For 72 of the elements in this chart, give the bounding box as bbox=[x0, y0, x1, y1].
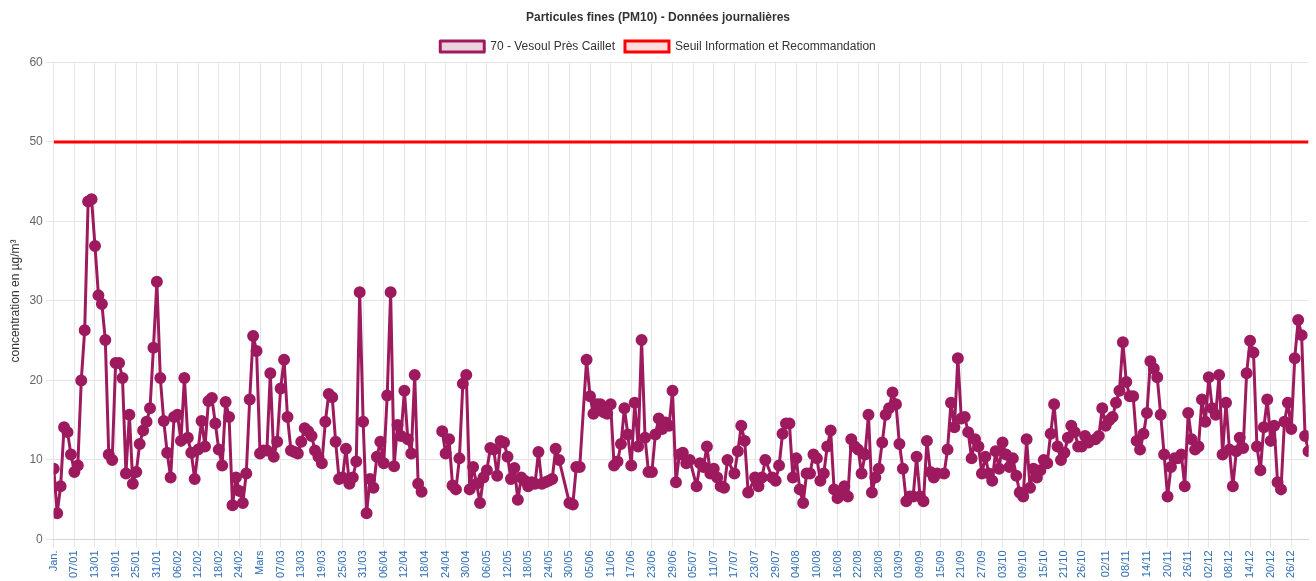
x-tick-label: 30/04 bbox=[459, 550, 472, 578]
x-tick-label: 15/10 bbox=[1036, 550, 1049, 578]
x-tick-label: 21/09 bbox=[954, 550, 967, 578]
x-tick-label: 19/01 bbox=[108, 550, 121, 578]
x-tick-label: 26/10 bbox=[1074, 550, 1087, 578]
y-tick-label: 0 bbox=[36, 531, 44, 546]
x-tick-label: 20/11 bbox=[1160, 550, 1173, 578]
x-tick-label: 14/11 bbox=[1139, 550, 1152, 578]
x-tick-label: 23/06 bbox=[644, 550, 657, 578]
x-tick-label: 12/04 bbox=[397, 550, 410, 578]
x-tick-label: 06/04 bbox=[376, 550, 389, 578]
x-tick-label: 17/06 bbox=[624, 550, 637, 578]
x-tick-label: 16/08 bbox=[830, 550, 843, 578]
x-tick-label: 31/03 bbox=[356, 550, 369, 578]
x-tick-label: Jan. bbox=[46, 550, 59, 572]
x-tick-label: 05/06 bbox=[583, 550, 596, 578]
x-tick-label: 02/11 bbox=[1098, 550, 1111, 578]
x-tick-label: 25/03 bbox=[335, 550, 348, 578]
x-tick-label: 28/08 bbox=[871, 550, 884, 578]
x-tick-label: 24/04 bbox=[438, 550, 451, 578]
x-tick-label: 26/12 bbox=[1284, 550, 1297, 578]
x-tick-label: 10/08 bbox=[809, 550, 822, 578]
y-tick-label: 30 bbox=[29, 293, 44, 308]
x-tick-label: 27/09 bbox=[974, 550, 987, 578]
x-tick-label: 05/07 bbox=[686, 550, 699, 578]
x-tick-label: 22/08 bbox=[851, 550, 864, 578]
x-tick-label: 21/10 bbox=[1057, 550, 1070, 578]
x-tick-label: 03/10 bbox=[995, 550, 1008, 578]
x-tick-label: 18/04 bbox=[418, 550, 431, 578]
x-tick-label: 09/09 bbox=[913, 550, 926, 578]
legend-label: 70 - Vesoul Près Caillet bbox=[490, 38, 616, 53]
x-tick-label: 19/03 bbox=[314, 550, 327, 578]
y-tick-label: 50 bbox=[29, 134, 44, 149]
x-tick-label: 07/01 bbox=[67, 550, 80, 578]
chart-title: Particules fines (PM10) - Données journalières bbox=[525, 9, 791, 24]
x-tick-label: 23/07 bbox=[748, 550, 761, 578]
x-tick-label: 06/02 bbox=[170, 550, 183, 578]
x-tick-label: 13/01 bbox=[88, 550, 101, 578]
x-tick-label: 24/02 bbox=[232, 550, 245, 578]
x-tick-label: 25/01 bbox=[129, 550, 142, 578]
x-tick-label: Mars bbox=[253, 549, 266, 575]
x-tick-label: 24/05 bbox=[541, 550, 554, 578]
legend-label: Seuil Information et Recommandation bbox=[674, 38, 876, 53]
x-tick-label: 11/07 bbox=[706, 550, 719, 578]
x-tick-label: 08/11 bbox=[1119, 550, 1132, 578]
x-tick-label: 06/05 bbox=[479, 550, 492, 578]
x-tick-label: 08/12 bbox=[1222, 550, 1235, 578]
y-axis-title: concentration en µg/m³ bbox=[7, 239, 22, 363]
x-tick-label: 13/03 bbox=[294, 550, 307, 578]
x-tick-label: 12/05 bbox=[500, 550, 513, 578]
y-tick-label: 20 bbox=[29, 372, 44, 387]
x-tick-label: 30/05 bbox=[562, 550, 575, 578]
x-tick-label: 29/06 bbox=[665, 550, 678, 578]
x-tick-label: 18/02 bbox=[211, 550, 224, 578]
x-tick-label: 29/07 bbox=[768, 550, 781, 578]
x-tick-label: 15/09 bbox=[933, 550, 946, 578]
x-tick-label: 17/07 bbox=[727, 550, 740, 578]
x-tick-label: 11/06 bbox=[603, 550, 616, 578]
x-tick-label: 04/08 bbox=[789, 550, 802, 578]
y-tick-label: 60 bbox=[29, 54, 44, 69]
x-tick-label: 12/02 bbox=[191, 550, 204, 578]
x-tick-label: 02/12 bbox=[1201, 550, 1214, 578]
x-tick-label: 07/03 bbox=[273, 550, 286, 578]
x-tick-label: 18/05 bbox=[521, 550, 534, 578]
x-tick-label: 14/12 bbox=[1243, 550, 1256, 578]
x-tick-label: 26/11 bbox=[1181, 550, 1194, 578]
x-tick-label: 09/10 bbox=[1016, 550, 1029, 578]
x-tick-label: 03/09 bbox=[892, 550, 905, 578]
y-tick-label: 40 bbox=[29, 213, 44, 228]
x-tick-label: 20/12 bbox=[1263, 550, 1276, 578]
x-tick-label: 31/01 bbox=[149, 550, 162, 578]
y-tick-label: 10 bbox=[29, 452, 44, 467]
